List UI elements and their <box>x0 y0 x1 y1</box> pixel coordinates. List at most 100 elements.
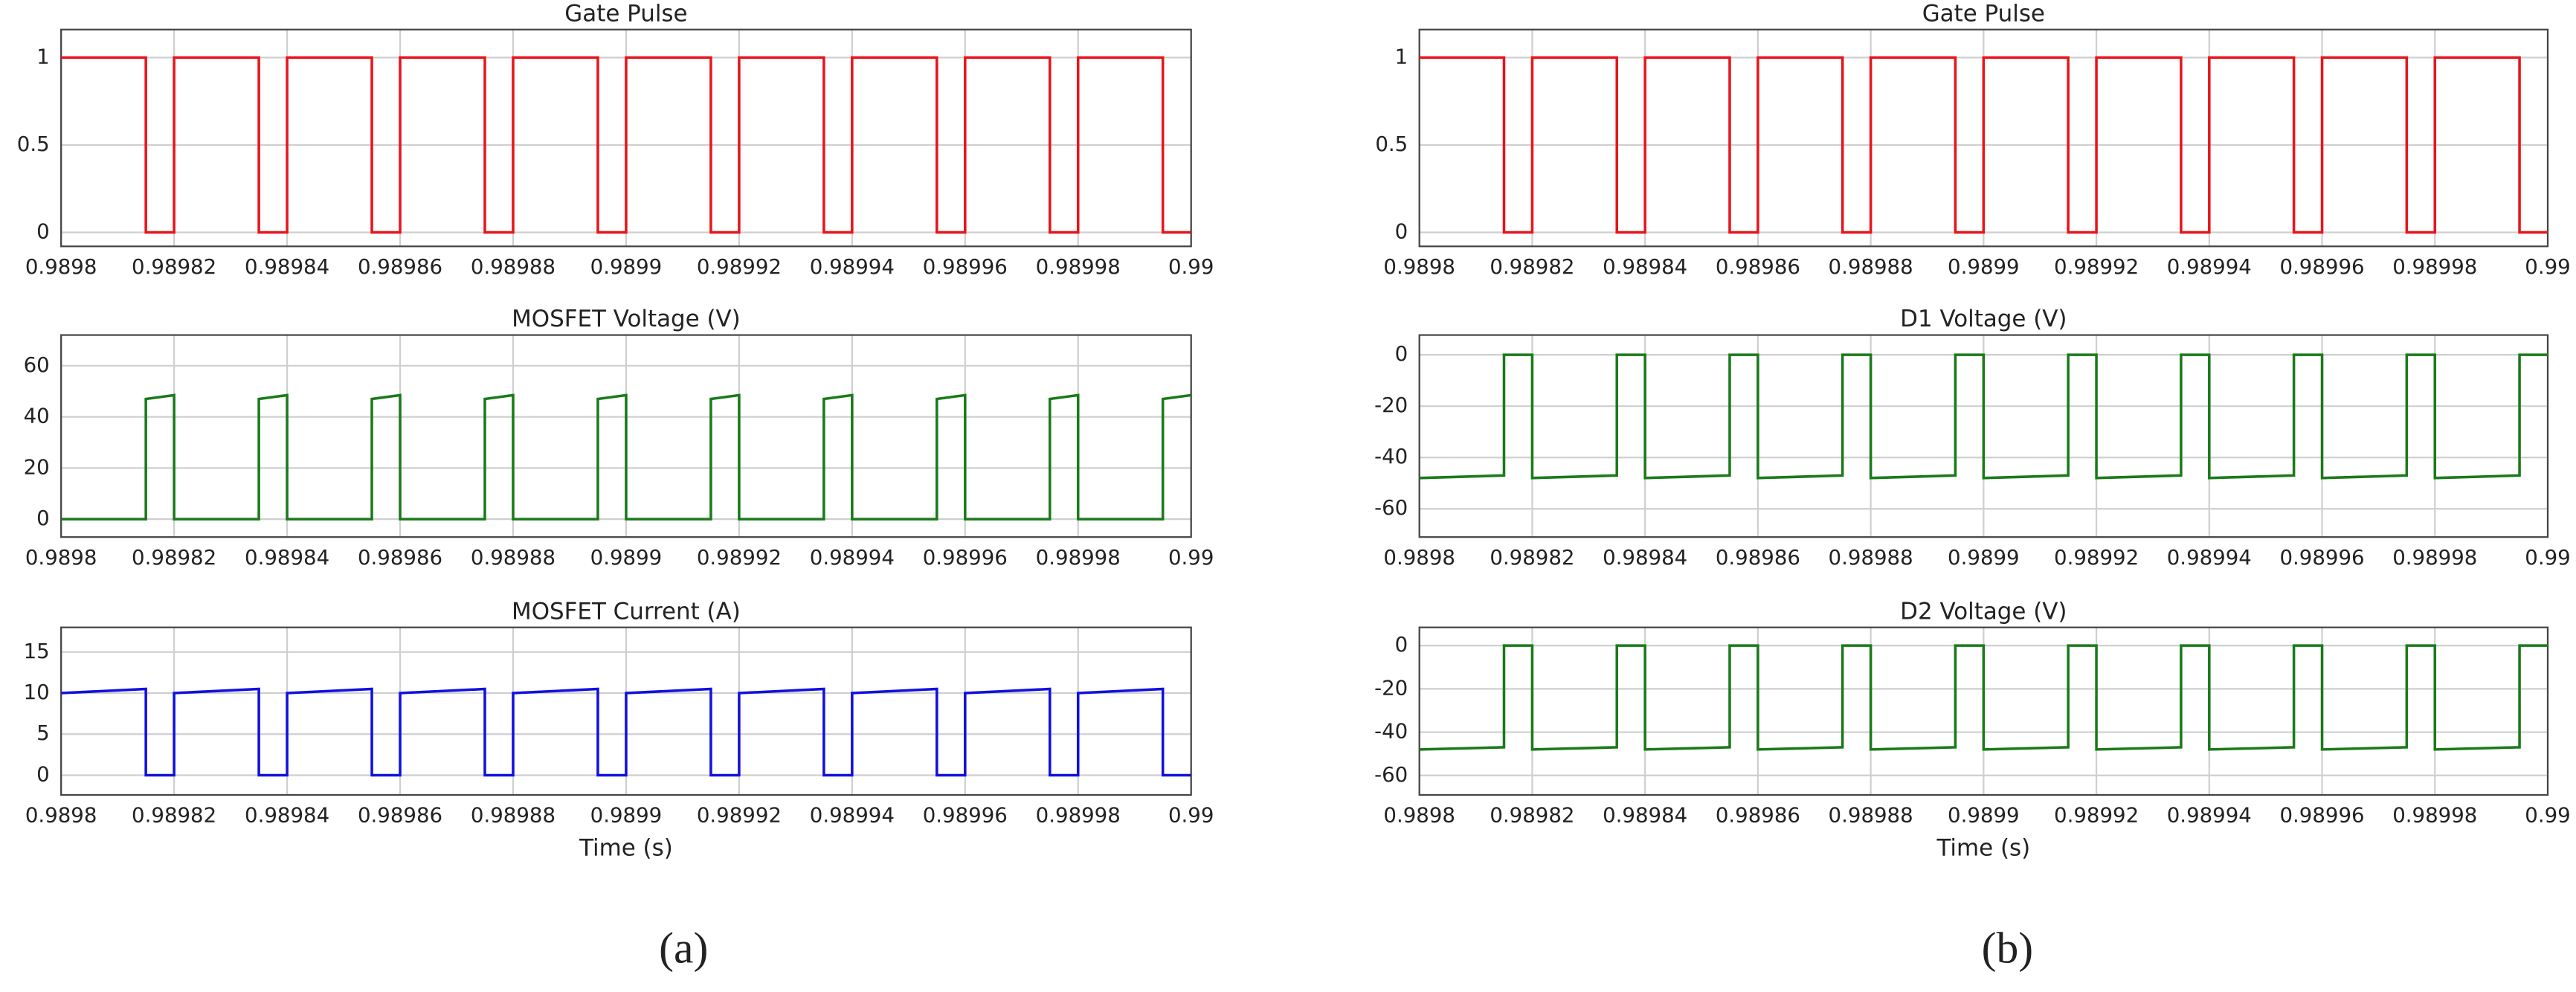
y-tick-label: 1 <box>36 44 50 68</box>
y-tick-label: 0 <box>36 219 50 243</box>
y-tick-label: 5 <box>36 721 50 745</box>
x-tick-label: 0.99 <box>2525 254 2570 279</box>
y-tick-label: 60 <box>24 352 50 377</box>
plot-frame <box>60 626 1192 796</box>
x-tick-label: 0.9898 <box>25 254 97 279</box>
y-tick-label: -60 <box>1374 495 1408 520</box>
x-tick-label: 0.9898 <box>1383 545 1455 570</box>
x-tick-label: 0.98994 <box>810 803 895 828</box>
x-tick-label: 0.98996 <box>923 254 1008 279</box>
x-tick-label: 0.98992 <box>697 545 782 570</box>
x-tick-label: 0.98984 <box>245 254 329 279</box>
x-tick-label: 0.9899 <box>1948 803 2020 828</box>
x-tick-label: 0.98986 <box>358 803 442 828</box>
waveform <box>1419 644 2548 751</box>
x-tick-label: 0.98982 <box>132 254 216 279</box>
x-tick-label: 0.98982 <box>1490 803 1574 828</box>
y-tick-label: 0 <box>36 506 50 530</box>
x-tick-label: 0.98998 <box>1036 803 1121 828</box>
x-tick-label: 0.98982 <box>1490 254 1574 279</box>
panel-label: (a) <box>659 924 708 973</box>
x-tick-label: 0.98982 <box>132 545 216 570</box>
x-tick-label: 0.98984 <box>245 803 329 828</box>
x-tick-label: 0.98986 <box>1716 254 1800 279</box>
y-tick-label: 20 <box>24 454 50 479</box>
x-tick-label: 0.98996 <box>923 545 1008 570</box>
x-tick-label: 0.98984 <box>245 545 329 570</box>
x-tick-label: 0.98984 <box>1603 254 1687 279</box>
x-tick-label: 0.98998 <box>1036 545 1121 570</box>
waveform <box>61 56 1191 234</box>
x-tick-label: 0.98986 <box>358 254 442 279</box>
chart-title: Gate Pulse <box>1922 0 2045 27</box>
x-tick-label: 0.99 <box>1168 803 1214 828</box>
waveform <box>61 393 1191 521</box>
x-tick-label: 0.98988 <box>1829 803 1913 828</box>
y-tick-label: -40 <box>1374 444 1408 468</box>
x-tick-label: 0.99 <box>1168 254 1214 279</box>
x-tick-label: 0.98988 <box>1829 254 1913 279</box>
x-tick-label: 0.98994 <box>810 545 895 570</box>
x-tick-label: 0.98996 <box>2279 254 2364 279</box>
x-tick-label: 0.98992 <box>2054 254 2139 279</box>
x-axis-label: Time (s) <box>579 834 673 861</box>
x-tick-label: 0.98984 <box>1603 803 1687 828</box>
x-tick-label: 0.98998 <box>1036 254 1121 279</box>
x-axis-label: Time (s) <box>1936 834 2031 861</box>
x-tick-label: 0.98994 <box>2167 254 2252 279</box>
y-tick-label: 1 <box>1395 44 1408 68</box>
x-tick-label: 0.98988 <box>1829 545 1913 570</box>
x-tick-label: 0.9899 <box>590 803 663 828</box>
x-tick-label: 0.98986 <box>1716 803 1800 828</box>
plot-frame <box>1418 626 2549 796</box>
x-tick-label: 0.98992 <box>2054 803 2139 828</box>
y-tick-label: 0 <box>36 761 50 786</box>
y-tick-label: 0.5 <box>1375 132 1408 156</box>
panel-label: (b) <box>1982 924 2034 973</box>
x-tick-label: 0.98992 <box>697 803 782 828</box>
x-tick-label: 0.98998 <box>2392 803 2477 828</box>
x-tick-label: 0.99 <box>2525 545 2570 570</box>
y-tick-label: -60 <box>1374 762 1408 787</box>
chart-title: MOSFET Voltage (V) <box>512 306 741 332</box>
x-tick-label: 0.98982 <box>132 803 216 828</box>
x-tick-label: 0.98982 <box>1490 545 1574 570</box>
x-tick-label: 0.98996 <box>2279 803 2364 828</box>
y-tick-label: -40 <box>1374 719 1408 744</box>
chart-title: Gate Pulse <box>564 0 687 27</box>
chart-title: D2 Voltage (V) <box>1900 598 2067 625</box>
x-tick-label: 0.9899 <box>1948 254 2020 279</box>
x-tick-label: 0.99 <box>2525 803 2570 828</box>
x-tick-label: 0.98992 <box>2054 545 2139 570</box>
x-tick-label: 0.98988 <box>471 803 556 828</box>
y-tick-label: 15 <box>24 639 50 663</box>
x-tick-label: 0.98994 <box>2167 545 2252 570</box>
x-tick-label: 0.98988 <box>471 254 556 279</box>
x-tick-label: 0.98986 <box>1716 545 1800 570</box>
x-tick-label: 0.9898 <box>1383 803 1455 828</box>
plot-frame <box>1418 28 2549 248</box>
x-tick-label: 0.98998 <box>2392 254 2477 279</box>
x-tick-label: 0.98994 <box>810 254 895 279</box>
x-tick-label: 0.9899 <box>590 254 663 279</box>
y-tick-label: 0 <box>1395 219 1408 243</box>
x-tick-label: 0.99 <box>1168 545 1214 570</box>
plot-frame <box>60 28 1192 248</box>
x-tick-label: 0.98984 <box>1603 545 1687 570</box>
y-tick-label: 10 <box>24 680 50 704</box>
x-tick-label: 0.9898 <box>25 803 97 828</box>
chart-title: MOSFET Current (A) <box>512 598 741 625</box>
x-tick-label: 0.98992 <box>697 254 782 279</box>
x-tick-label: 0.9898 <box>1383 254 1455 279</box>
x-tick-label: 0.9898 <box>25 545 97 570</box>
y-tick-label: 0.5 <box>17 132 50 156</box>
waveform <box>1419 353 2548 480</box>
x-tick-label: 0.98986 <box>358 545 442 570</box>
waveform <box>61 687 1191 777</box>
x-tick-label: 0.98996 <box>2279 545 2364 570</box>
plot-frame <box>60 334 1192 538</box>
y-tick-label: 0 <box>1395 632 1408 657</box>
chart-title: D1 Voltage (V) <box>1900 306 2067 332</box>
